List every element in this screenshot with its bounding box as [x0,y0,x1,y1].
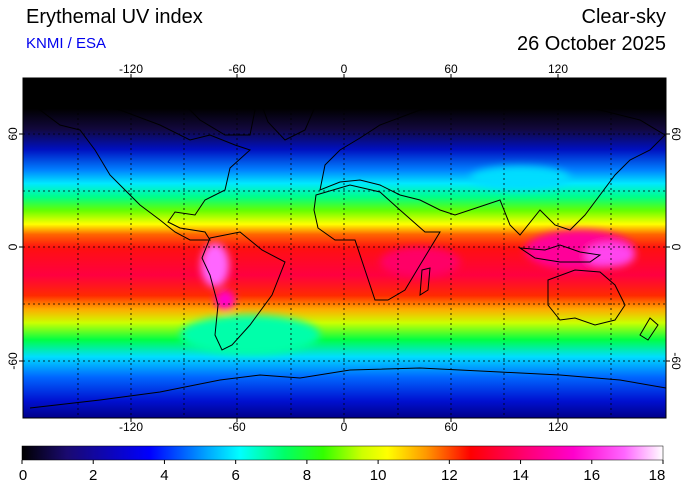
colorbar [21,445,664,461]
lon-tick-label-bottom: 0 [341,420,348,434]
lon-tick-label-top: 0 [341,62,348,76]
lon-tick-label-bottom: -60 [228,420,246,434]
lon-tick-label-top: -60 [228,62,246,76]
coastlines [29,87,666,409]
colorbar-tick-label: 4 [160,467,168,484]
colorbar-tick-label: 0 [19,467,27,484]
data-source-label: KNMI / ESA [26,35,107,52]
axis-ticks [19,74,670,422]
lon-tick-label-top: -120 [119,62,143,76]
lon-tick-label-top: 60 [444,62,458,76]
lon-tick-label-bottom: -120 [119,420,143,434]
colorbar-tick-label: 14 [512,467,529,484]
uv-field-highs [180,166,635,355]
colorbar-tick-label: 2 [89,467,97,484]
graticule [23,78,666,418]
colorbar-tick-label: 16 [583,467,600,484]
colorbar-tick-label: 10 [370,467,387,484]
lat-tick-label-right: 60 [669,127,683,141]
sky-condition-label: Clear-sky [581,6,666,28]
colorbar-tick-label: 6 [231,467,239,484]
lat-tick-label-left: 60 [6,127,20,141]
lat-tick-label-left: -60 [6,352,20,370]
lat-tick-label-right: 0 [669,244,683,251]
lat-tick-label-left: 0 [6,243,20,250]
lon-tick-label-bottom: 120 [548,420,568,434]
colorbar-tick-labels: 0 2 4 6 8 10 12 14 16 18 [19,460,666,484]
lon-tick-label-top: 120 [548,62,568,76]
lat-tick-label-right: -60 [669,352,683,370]
colorbar-tick-label: 12 [441,467,458,484]
lon-tick-label-bottom: 60 [444,420,458,434]
colorbar-tick-label: 8 [303,467,311,484]
map-date: 26 October 2025 [517,33,666,55]
map-title: Erythemal UV index [26,6,203,28]
colorbar-tick-label: 18 [649,467,666,484]
